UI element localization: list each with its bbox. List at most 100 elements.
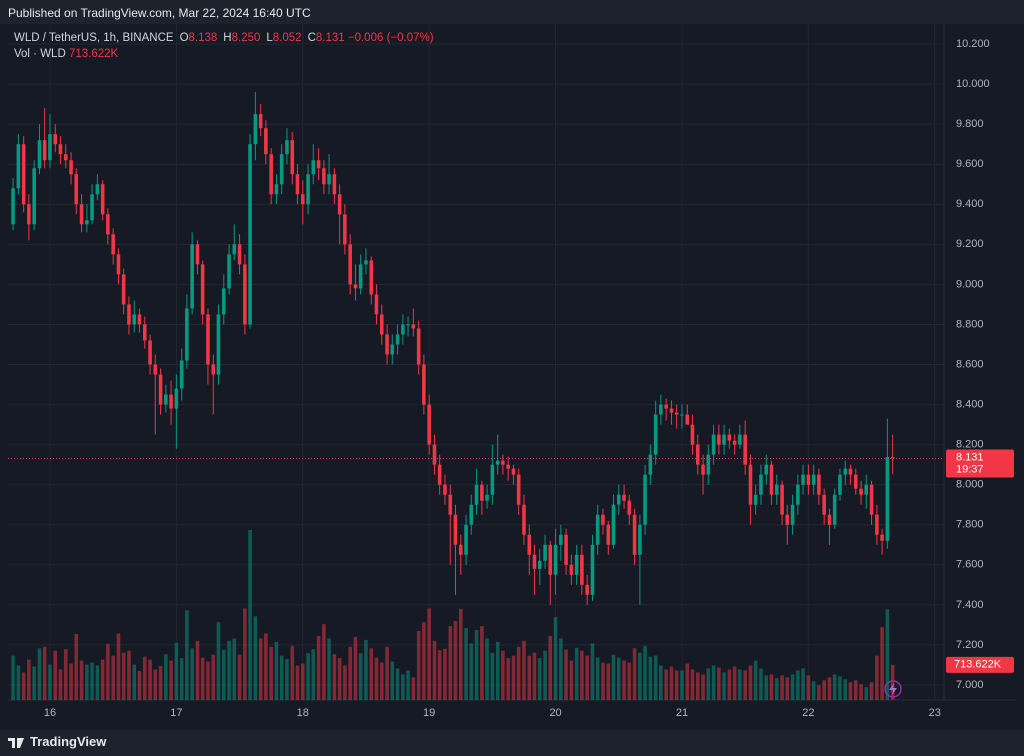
candle-body: [511, 468, 516, 475]
volume-bar: [838, 676, 842, 700]
volume-bar: [695, 672, 700, 700]
volume-bar: [327, 638, 331, 700]
volume-bar: [501, 650, 505, 700]
volume-bar: [164, 654, 168, 700]
candle-body: [590, 544, 595, 595]
volume-bar: [674, 670, 679, 700]
candle-body: [759, 474, 763, 495]
candle-body: [711, 434, 716, 455]
chart-background: [0, 24, 1024, 730]
volume-bar: [785, 677, 790, 700]
candle-body: [206, 314, 210, 365]
volume-bar: [701, 674, 705, 700]
volume-bar: [69, 663, 73, 700]
candle-body: [137, 314, 142, 325]
volume-bar: [169, 660, 173, 700]
candle-body: [790, 504, 795, 525]
symbol: WLD / TetherUS, 1h, BINANCE: [14, 32, 174, 44]
volume-value: 713.622K: [68, 48, 119, 60]
volume-bar: [422, 622, 426, 700]
volume-bar: [137, 670, 142, 700]
volume-bar: [358, 653, 363, 700]
volume-bar: [148, 659, 152, 700]
candle-body: [448, 494, 453, 515]
candle-body: [780, 484, 784, 515]
volume-bar: [722, 672, 726, 700]
candle-body: [796, 484, 800, 505]
candle-body: [132, 314, 137, 325]
candle-body: [464, 524, 468, 555]
candle-body: [158, 374, 163, 405]
volume-bar: [348, 646, 352, 700]
candle-body: [890, 457, 895, 459]
candle-body: [643, 474, 647, 525]
candle-body: [564, 534, 568, 565]
volume-bar: [569, 660, 574, 700]
volume-bar: [253, 616, 258, 700]
logo-icon: [8, 737, 24, 748]
volume-bar: [179, 658, 184, 700]
volume-bar: [627, 662, 632, 700]
candle-body: [353, 284, 358, 289]
volume-bar: [232, 638, 237, 700]
candle-body: [95, 184, 100, 195]
y-tick-label: 8.400: [956, 398, 984, 410]
volume-bar: [859, 684, 863, 700]
brand: TradingView: [30, 734, 107, 749]
candle-body: [174, 388, 179, 409]
candle-body: [85, 220, 89, 225]
candle-body: [638, 524, 642, 555]
axis-layer: 7.000 7.200 7.400 7.600 7.800 8.000 8.200 8.400…: [44, 38, 1014, 719]
y-tick-label: 7.800: [956, 519, 984, 531]
volume-bar: [111, 655, 115, 700]
candle-body: [311, 160, 316, 175]
alert-icon[interactable]: [884, 680, 902, 698]
candle-body: [537, 560, 542, 569]
volume-bar: [237, 654, 242, 700]
legend: WLD / TetherUS, 1h, BINANCE O8.138 H8.250 L…: [14, 30, 434, 62]
candle-body: [406, 324, 410, 326]
candle-body: [42, 140, 47, 161]
volume-bar: [574, 647, 579, 700]
candle-body: [748, 464, 753, 505]
volume-bar: [659, 665, 663, 700]
candle-body: [374, 294, 379, 315]
candle-body: [290, 140, 295, 175]
candle-body: [769, 464, 774, 495]
candle-body: [116, 254, 121, 275]
volume-bar: [780, 675, 784, 700]
last-price-label: 8.131: [956, 451, 984, 463]
candle-body: [248, 144, 252, 325]
volume-bar: [548, 635, 553, 700]
candle-body: [148, 340, 152, 365]
volume-bar: [211, 654, 216, 700]
volume-bar: [706, 668, 711, 700]
y-tick-label: 7.200: [956, 639, 984, 651]
volume-bar: [248, 530, 252, 700]
y-tick-label: 9.400: [956, 198, 984, 210]
candle-body: [142, 324, 147, 341]
volume-bar: [474, 630, 479, 700]
candle-body: [332, 174, 337, 195]
candle-body: [316, 160, 321, 169]
volume-bar: [469, 643, 474, 700]
volume-bar: [806, 675, 811, 700]
x-tick-label: 22: [802, 707, 814, 719]
candle-body: [501, 460, 505, 465]
candle-body: [390, 344, 395, 355]
candle-body: [806, 474, 811, 485]
candle-body: [190, 244, 194, 309]
volume-bar: [385, 646, 389, 700]
volume-bar: [880, 627, 884, 700]
volume-bar: [216, 622, 221, 700]
volume-bar: [258, 638, 263, 700]
volume-bar: [511, 655, 516, 700]
volume-bar: [522, 640, 526, 700]
volume-bar: [74, 633, 79, 700]
volume-bar: [774, 678, 779, 700]
volume-bar: [564, 649, 568, 700]
footer: TradingView: [8, 733, 106, 751]
candle-layer: [8, 92, 944, 605]
volume-bar: [753, 660, 758, 700]
